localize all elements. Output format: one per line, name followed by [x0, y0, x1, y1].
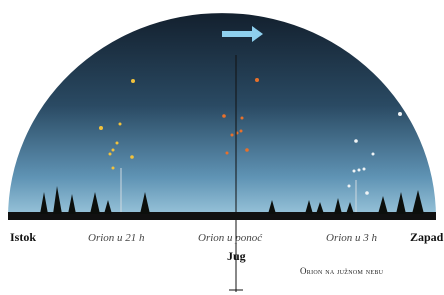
orion-3-label: Orion u 3 h	[326, 232, 378, 244]
orion-midnight-label: Orion u ponoć	[198, 232, 263, 244]
south-label: Jug	[227, 249, 246, 263]
illustration: Istok Orion u 21 h Orion u ponoć Orion u…	[0, 0, 444, 295]
sky-dome	[8, 13, 436, 218]
east-label: Istok	[10, 230, 36, 244]
orion-21-label: Orion u 21 h	[88, 232, 145, 244]
west-label: Zapad	[410, 230, 444, 244]
caption: Orion na južnom nebu	[300, 266, 384, 276]
